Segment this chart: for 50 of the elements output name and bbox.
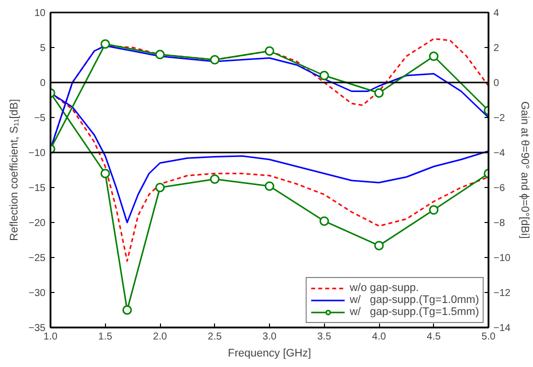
point <box>210 55 220 64</box>
y2-tick-label: 2 <box>494 43 500 54</box>
legend-label: w/o gap-supp. <box>350 282 419 294</box>
x-tick-label: 3.0 <box>262 332 277 342</box>
point <box>122 305 132 315</box>
point <box>100 168 110 178</box>
y-tick-label: −20 <box>28 218 46 229</box>
y-axis-title: Reflection coefficient, S₁₁[dB] <box>8 99 21 241</box>
y2-tick-label: −2 <box>494 113 506 124</box>
point <box>320 216 329 226</box>
y2-tick-label: 0 <box>494 78 500 89</box>
y2-tick-label: −14 <box>494 323 511 334</box>
point <box>264 181 274 191</box>
y-tick-label: −10 <box>28 148 46 159</box>
point <box>155 182 165 192</box>
point <box>374 88 384 98</box>
point <box>374 240 384 250</box>
y2-tick-label: 4 <box>494 8 500 19</box>
x-tick-label: 2.5 <box>208 332 222 342</box>
x-axis-title: Frequency [GHz] <box>228 348 312 360</box>
x-tick-label: 4.0 <box>372 332 386 342</box>
x-tick-label: 4.5 <box>426 332 442 342</box>
y2-axis-title: Gain at θ=90° and ϕ=0°[dBi] <box>518 101 530 239</box>
y-tick-label: −30 <box>28 288 46 299</box>
y-tick-label: 10 <box>34 8 46 19</box>
x-tick-label: 2.0 <box>153 332 168 342</box>
point <box>210 174 220 184</box>
y2-tick-label: −4 <box>494 148 506 159</box>
y-tick-label: −5 <box>34 113 46 124</box>
y-tick-label: −15 <box>28 183 46 194</box>
y2-tick-label: −8 <box>494 218 506 229</box>
point <box>264 46 274 56</box>
point <box>155 50 165 60</box>
y-tick-label: −25 <box>28 253 46 264</box>
legend-label: w/ gap-supp.(Tg=1.0mm) <box>350 294 479 306</box>
y2-tick-label: −6 <box>494 183 506 194</box>
y2-tick-label: −10 <box>494 253 511 264</box>
legend-label: w/ gap-supp.(Tg=1.5mm) <box>350 306 479 318</box>
point <box>429 205 438 215</box>
point <box>100 39 110 49</box>
point <box>429 52 438 61</box>
x-tick-label: 1.0 <box>44 332 58 342</box>
x-tick-label: 5.0 <box>482 332 496 342</box>
x-tick-label: 1.5 <box>98 332 113 342</box>
x-tick-label: 3.5 <box>317 332 332 342</box>
y-tick-label: −35 <box>28 323 46 334</box>
point <box>320 70 329 80</box>
y2-tick-label: −12 <box>494 288 511 299</box>
y-tick-label: 5 <box>40 43 46 54</box>
y-tick-label: 0 <box>40 78 46 89</box>
